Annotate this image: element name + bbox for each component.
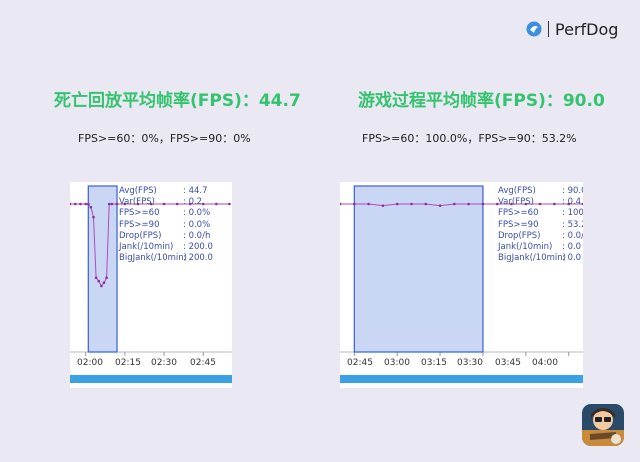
stat-row: Jank(/10min): 0.0 (498, 242, 582, 253)
stat-row: FPS>=90: 0.0% (119, 219, 211, 230)
fps-data-point (136, 202, 140, 206)
x-tick-label: 02:45 (347, 358, 373, 368)
stat-row: Avg(FPS): 90.0 (498, 186, 583, 196)
left-chart-svg (70, 185, 232, 356)
fps-data-point (107, 202, 111, 206)
fps-data-point (73, 202, 77, 206)
brand-name: PerfDog (555, 19, 619, 39)
stat-row: BigJank(/10min): 200.0 (119, 253, 213, 264)
x-tick-label: 03:30 (457, 358, 483, 368)
selection-range (353, 185, 484, 353)
fps-data-point (340, 202, 342, 206)
fps-data-point (105, 276, 108, 280)
right-subtitle: FPS>=60：100.0%，FPS>=90：53.2% (362, 132, 577, 145)
fps-data-point (524, 202, 528, 206)
left-stats: Avg(FPS): 44.7 Var(FPS): 0.2 FPS>=60: 0.… (119, 186, 213, 264)
fps-data-point (97, 279, 101, 283)
x-tick-label: 02:15 (115, 358, 141, 368)
stat-row: Var(FPS): 0.4 (498, 197, 582, 208)
fps-data-point (453, 202, 456, 206)
stat-row: BigJank(/10min): 0.0 (498, 253, 582, 264)
right-chart-svg (340, 185, 583, 356)
stat-row: Jank(/10min): 200.0 (119, 242, 213, 253)
fps-data-point (215, 202, 218, 206)
fps-data-point (79, 202, 82, 206)
fps-data-point (438, 204, 442, 207)
fps-data-point (510, 202, 513, 206)
stat-row: Avg(FPS): 44.7 (119, 186, 208, 196)
fps-data-point (188, 202, 192, 206)
selection-range (87, 185, 118, 353)
fps-data-point (228, 202, 231, 206)
x-tick-label: 04:00 (532, 358, 558, 368)
fps-data-point (381, 204, 385, 207)
left-subtitle: FPS>=60：0%，FPS>=90：0% (78, 132, 251, 145)
x-tick-label: 03:45 (495, 358, 521, 368)
fps-data-point (102, 281, 106, 285)
stat-row: FPS>=90: 53.2% (498, 219, 583, 230)
x-tick-label: 02:30 (151, 358, 177, 368)
fps-data-point (175, 202, 179, 206)
fps-data-point (110, 202, 114, 206)
x-tick-label: 03:00 (384, 358, 410, 368)
brand-logo: PerfDog (526, 18, 618, 40)
fps-data-point (201, 202, 205, 206)
fps-data-point (94, 276, 98, 280)
x-tick-label: 02:00 (77, 358, 103, 368)
fps-data-point (149, 202, 153, 206)
fps-data-point (352, 202, 356, 206)
fps-data-point (467, 202, 470, 206)
right-title: 游戏过程平均帧率(FPS)：90.0 (358, 91, 605, 111)
stat-row: Drop(FPS): 0.0/h (119, 230, 211, 241)
fps-data-point (92, 215, 95, 219)
stat-row: FPS>=60: 100.0% (498, 208, 583, 219)
fps-data-point (123, 202, 127, 206)
fps-data-point (84, 202, 87, 206)
game-character-icon-art (582, 404, 624, 446)
timeline-scrollbar[interactable] (340, 375, 583, 383)
stat-row: Drop(FPS): 0.0/h (498, 230, 583, 241)
game-character-icon (582, 404, 624, 446)
fps-data-point (86, 202, 90, 206)
perfdog-logo-icon (526, 21, 542, 37)
fps-data-point (100, 284, 103, 288)
fps-data-point (567, 202, 571, 206)
fps-data-point (367, 202, 370, 206)
fps-data-point (424, 202, 428, 206)
fps-data-point (70, 202, 72, 206)
fps-data-point (495, 202, 499, 206)
x-tick-label: 02:45 (190, 358, 216, 368)
timeline-scrollbar[interactable] (70, 375, 232, 383)
left-fps-chart[interactable]: Avg(FPS): 44.7 Var(FPS): 0.2 FPS>=60: 0.… (70, 182, 232, 388)
fps-data-point (395, 202, 399, 206)
fps-data-point (410, 202, 413, 206)
stat-row: FPS>=60: 0.0% (119, 208, 211, 219)
right-fps-chart[interactable]: Avg(FPS): 90.0 Var(FPS): 0.4 FPS>=60: 10… (340, 182, 583, 388)
stat-row: Var(FPS): 0.2 (119, 197, 203, 208)
right-stats: Avg(FPS): 90.0 Var(FPS): 0.4 FPS>=60: 10… (498, 186, 583, 264)
fps-data-point (553, 202, 556, 206)
fps-data-point (162, 202, 166, 206)
left-title: 死亡回放平均帧率(FPS)：44.7 (54, 91, 301, 111)
fps-data-point (115, 202, 119, 206)
x-tick-label: 03:15 (421, 358, 447, 368)
fps-data-point (481, 202, 485, 206)
fps-data-point (538, 202, 542, 206)
fps-data-point (89, 205, 93, 209)
fps-data-point (581, 202, 583, 206)
logo-separator (548, 21, 549, 37)
